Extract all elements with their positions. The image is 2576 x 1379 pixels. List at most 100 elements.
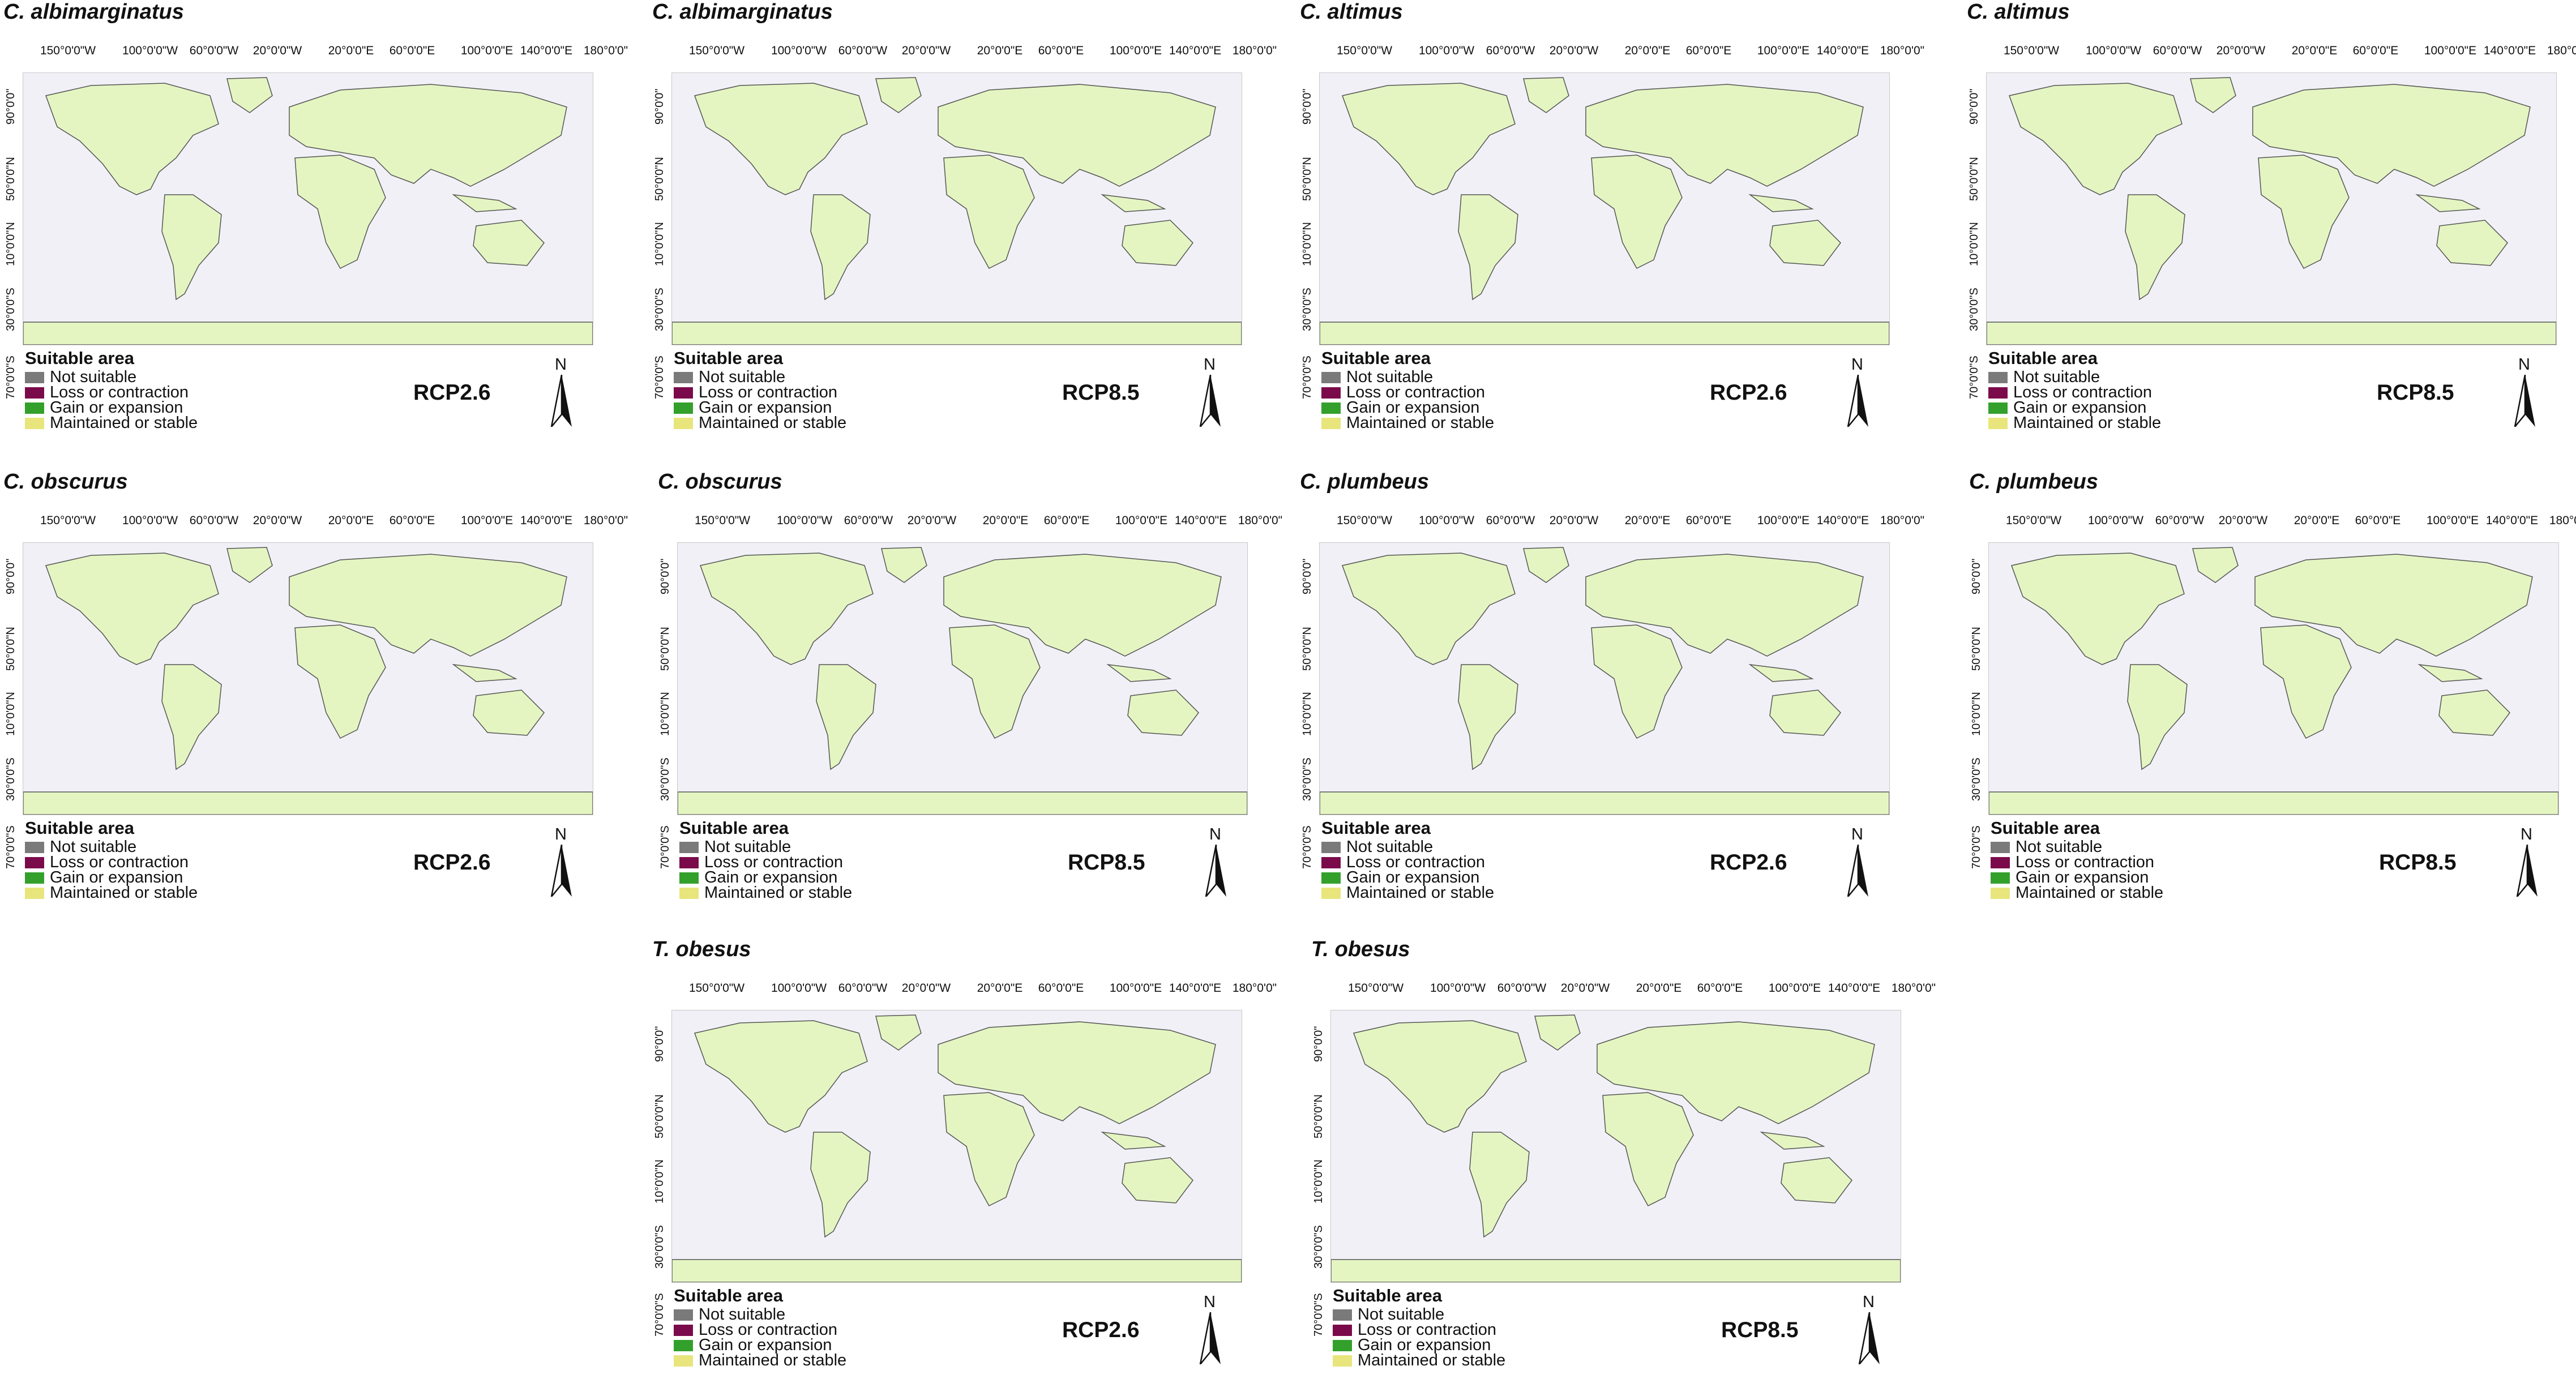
legend-swatch (25, 887, 44, 899)
legend-item: Gain or expansion (1333, 1336, 1505, 1354)
species-title: C. obscurus (658, 470, 782, 494)
legend-swatch (674, 1324, 693, 1336)
legend-title: Suitable area (1321, 818, 1431, 838)
north-arrow-icon (1199, 1312, 1221, 1364)
north-label: N (2518, 356, 2530, 374)
north-arrow: N (1841, 356, 1875, 429)
legend-item: Maintained or stable (1321, 414, 1494, 432)
longitude-label: 140°0'0"E (1174, 514, 1227, 527)
legend-title: Suitable area (1333, 1286, 1442, 1305)
longitude-label: 100°0'0"E (1757, 44, 1810, 57)
legend-label: Not suitable (699, 1305, 786, 1324)
latitude-label: 50°0'0"N (1970, 627, 1983, 671)
legend-label: Maintained or stable (699, 414, 847, 432)
longitude-label: 140°0'0"E (520, 514, 573, 527)
latitude-label: 50°0'0"N (659, 627, 671, 671)
longitude-label: 60°0'0"W (189, 44, 239, 57)
longitude-label: 20°0'0"E (328, 514, 374, 527)
latitude-label: 30°0'0"S (653, 288, 666, 331)
latitude-label: 90°0'0" (1312, 1026, 1325, 1062)
map-panel: C. albimarginatus 150°0'0"W 100°0'0"W 60°0… (0, 0, 628, 442)
latitude-label: 10°0'0"N (653, 1159, 666, 1204)
legend-item: Gain or expansion (1321, 399, 1494, 417)
longitude-labels: 150°0'0"W 100°0'0"W 60°0'0"W 20°0'0"W 20°0'0… (1997, 44, 2576, 61)
longitude-label: 150°0'0"W (694, 514, 751, 527)
legend-item: Gain or expansion (25, 868, 198, 886)
longitude-label: 60°0'0"W (2155, 514, 2205, 527)
longitude-label: 20°0'0"W (901, 44, 951, 57)
longitude-label: 100°0'0"E (460, 44, 514, 57)
longitude-label: 100°0'0"W (1418, 514, 1475, 527)
legend-label: Not suitable (704, 838, 791, 856)
longitude-labels: 150°0'0"W 100°0'0"W 60°0'0"W 20°0'0"W 20°0'0… (34, 44, 628, 61)
latitude-label: 70°0'0"S (1968, 356, 1980, 399)
longitude-label: 20°0'0"E (1636, 982, 1682, 995)
legend-item: Maintained or stable (1988, 414, 2162, 432)
longitude-label: 150°0'0"W (40, 44, 96, 57)
longitude-label: 60°0'0"E (1038, 982, 1084, 995)
latitude-label: 90°0'0" (5, 558, 17, 594)
longitude-label: 100°0'0"W (1430, 982, 1486, 995)
legend-title: Suitable area (1991, 818, 2100, 838)
legend-label: Not suitable (699, 368, 786, 386)
latitude-label: 70°0'0"S (1301, 356, 1313, 399)
legend-item: Not suitable (674, 1305, 846, 1324)
legend-swatch (679, 841, 699, 853)
latitude-label: 90°0'0" (653, 88, 666, 125)
longitude-label: 100°0'0"E (2426, 514, 2479, 527)
legend-label: Gain or expansion (704, 868, 838, 886)
species-title: C. altimus (1300, 0, 1403, 24)
longitude-label: 60°0'0"W (844, 514, 893, 527)
legend-item: Loss or contraction (1321, 383, 1494, 401)
longitude-label: 60°0'0"W (2153, 44, 2202, 57)
map-panel: C. albimarginatus 150°0'0"W 100°0'0"W 60°0… (649, 0, 1277, 442)
legend-swatch (25, 387, 44, 399)
north-arrow: N (545, 356, 579, 429)
latitude-label: 50°0'0"N (653, 1094, 666, 1138)
latitude-label: 30°0'0"S (1968, 288, 1980, 331)
longitude-label: 60°0'0"E (389, 44, 435, 57)
longitude-labels: 150°0'0"W 100°0'0"W 60°0'0"W 20°0'0"W 20°0'0… (688, 514, 1282, 531)
latitude-label: 10°0'0"N (5, 222, 17, 266)
latitude-label: 70°0'0"S (1312, 1293, 1325, 1337)
longitude-label: 20°0'0"E (2293, 514, 2340, 527)
longitude-label: 60°0'0"E (1043, 514, 1090, 527)
legend-item: Loss or contraction (25, 853, 198, 871)
longitude-label: 150°0'0"W (2003, 44, 2060, 57)
legend-label: Maintained or stable (2013, 414, 2162, 432)
longitude-label: 20°0'0"E (1624, 514, 1671, 527)
legend-swatch (1321, 417, 1341, 429)
map-panel: C. altimus 150°0'0"W 100°0'0"W 60°0'0"W 20°… (1963, 0, 2576, 442)
legend: Suitable area Not suitable Loss or contr… (1988, 348, 2162, 432)
longitude-label: 20°0'0"E (328, 44, 374, 57)
legend-swatch (674, 417, 693, 429)
legend-swatch (679, 856, 699, 868)
latitude-label: 90°0'0" (1301, 88, 1313, 125)
legend-label: Not suitable (50, 838, 137, 856)
north-label: N (1209, 825, 1221, 843)
longitude-label: 150°0'0"W (2005, 514, 2062, 527)
longitude-label: 180°0'0" (583, 514, 628, 527)
legend-swatch (679, 872, 699, 884)
longitude-label: 100°0'0"W (2085, 44, 2142, 57)
legend-item: Loss or contraction (674, 1321, 846, 1339)
north-label: N (555, 356, 567, 374)
map-panel: C. plumbeus 150°0'0"W 100°0'0"W 60°0'0"W 20… (1966, 470, 2576, 911)
legend-title: Suitable area (679, 818, 789, 838)
legend-label: Loss or contraction (704, 853, 844, 871)
longitude-label: 60°0'0"W (1486, 514, 1535, 527)
longitude-label: 100°0'0"W (122, 514, 178, 527)
legend: Suitable area Not suitable Loss or contr… (674, 1286, 846, 1369)
scenario-label: RCP8.5 (2377, 380, 2454, 405)
north-label: N (1851, 356, 1863, 374)
longitude-label: 60°0'0"E (389, 514, 435, 527)
longitude-labels: 150°0'0"W 100°0'0"W 60°0'0"W 20°0'0"W 20°0'0… (683, 44, 1277, 61)
species-title: C. obscurus (3, 470, 128, 494)
legend-swatch (25, 402, 44, 414)
longitude-label: 180°0'0" (1238, 514, 1283, 527)
species-title: T. obesus (652, 937, 751, 961)
north-label: N (555, 825, 567, 843)
longitude-label: 180°0'0" (1232, 44, 1277, 57)
world-map (1319, 542, 1890, 815)
scenario-label: RCP2.6 (413, 850, 491, 875)
